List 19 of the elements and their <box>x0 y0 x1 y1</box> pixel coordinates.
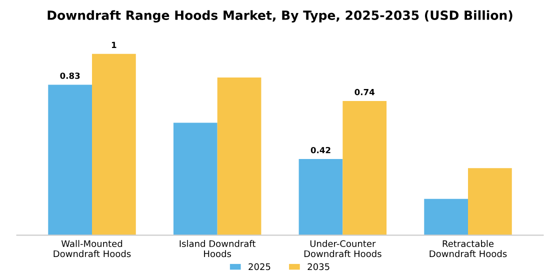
chart-title: Downdraft Range Hoods Market, By Type, 2025-2035 (USD Billion) <box>48 10 512 22</box>
data-label: 1 <box>112 42 116 48</box>
x-tick-label: Under-Counter Downdraft Hoods <box>304 240 382 258</box>
bar <box>92 54 136 236</box>
bar <box>424 198 468 236</box>
bar <box>173 122 218 236</box>
data-label: 0.74 <box>354 88 374 96</box>
bar <box>217 77 262 236</box>
x-tick-label: Wall-Mounted Downdraft Hoods <box>54 240 131 258</box>
bar <box>468 168 512 236</box>
bar <box>342 101 387 236</box>
legend-label: 2025 <box>248 263 270 270</box>
legend-label: 2035 <box>308 263 330 270</box>
x-tick-label: Retractable Downdraft Hoods <box>430 240 507 258</box>
bar <box>298 159 343 236</box>
bar <box>48 84 92 236</box>
data-label: 0.83 <box>60 72 80 79</box>
data-label: 0.42 <box>310 146 330 154</box>
x-tick-label: Island Downdraft Hoods <box>180 240 256 258</box>
